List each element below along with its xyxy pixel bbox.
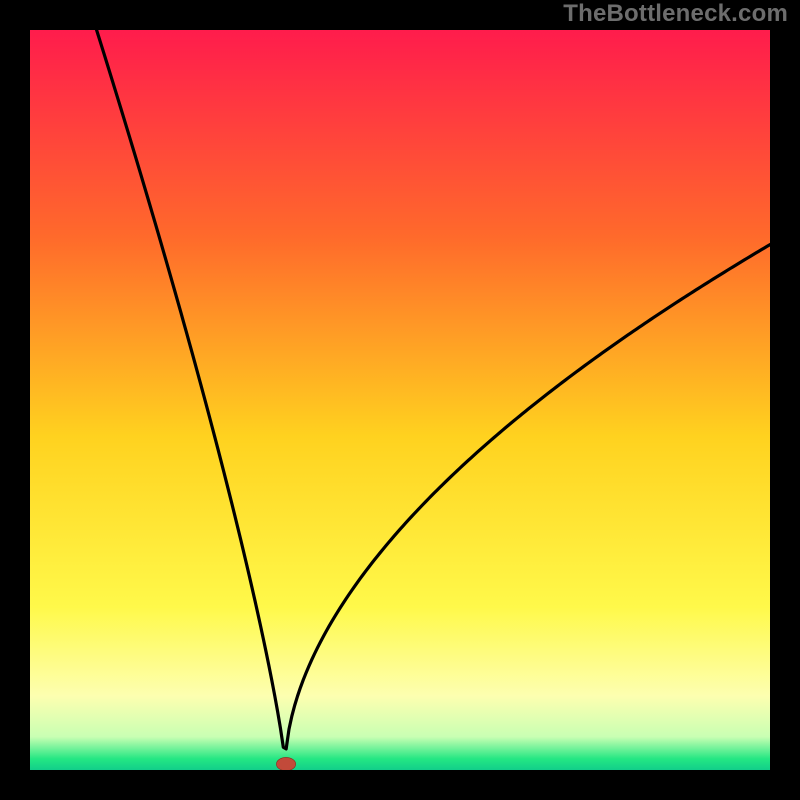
minimum-marker xyxy=(276,757,295,770)
plot-background xyxy=(30,30,770,770)
bottleneck-chart xyxy=(0,0,800,800)
watermark-text: TheBottleneck.com xyxy=(563,0,788,28)
chart-frame: TheBottleneck.com xyxy=(0,0,800,800)
